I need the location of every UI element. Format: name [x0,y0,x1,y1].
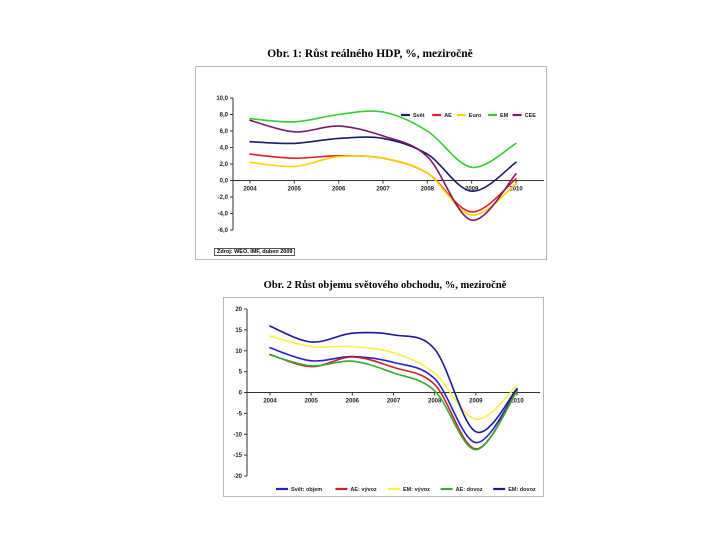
series-line-em-v-voz [269,335,518,421]
chart1-plot: 10,0 8,0 6,0 4,0 2,0 0,0 -2,0 -4,0 -6,0 2004 2005 2… [216,96,544,234]
y-tick-label: 5 [239,370,243,376]
legend-label: Svět [413,113,425,119]
y-tick-label: 0,0 [220,179,229,185]
y-tick-label: 15 [235,328,242,334]
legend-label: AE: dovoz [456,487,483,493]
series-line-em-dovoz [269,325,518,434]
y-tick-label: 10 [235,349,242,355]
x-tick-label: 2006 [346,399,360,405]
legend-label: Euro [469,113,482,119]
x-tick-label: 2004 [263,399,277,405]
x-tick-label: 2009 [465,187,479,193]
legend-label: Svět: objem [291,487,322,493]
series-line-sv-t [249,136,517,193]
y-tick-label: -2,0 [218,195,229,201]
y-tick-label: -6,0 [218,228,229,234]
chart2-plot: 20 15 10 5 0 -5 -10 -15 -20 2004 2005 2006 2007 2008 2… [233,307,540,493]
y-tick-label: -5 [237,411,243,417]
series-line-ae-dovoz [269,354,518,451]
y-tick-label: 10,0 [216,96,228,102]
y-tick-label: 20 [235,307,242,313]
x-tick-label: 2009 [469,399,483,405]
x-tick-label: 2008 [428,399,442,405]
y-tick-label: -4,0 [218,212,229,218]
x-tick-label: 2008 [421,187,435,193]
y-tick-label: 0 [239,391,243,397]
y-tick-label: -10 [233,432,242,438]
legend-label: AE: vývoz [350,487,377,493]
x-tick-label: 2010 [509,187,523,193]
chart2-title: Obr. 2 Růst objemu světového obchodu, %,… [263,280,507,291]
x-tick-label: 2007 [387,399,401,405]
x-tick-label: 2007 [376,187,390,193]
legend-label: EM: vývoz [403,487,430,493]
series-line-euro [249,154,517,216]
x-tick-label: 2004 [243,187,257,193]
legend-label: CEE [525,113,537,119]
x-tick-label: 2005 [288,187,302,193]
series-line-cee [249,119,517,221]
chart1-source: Zdroj: WEO, IMF, duben 2009 [214,248,296,256]
x-tick-label: 2005 [304,399,318,405]
legend-label: EM: dovoz [508,487,536,493]
y-tick-label: 8,0 [220,113,229,119]
chart2-panel: 20 15 10 5 0 -5 -10 -15 -20 2004 2005 2006 2007 2008 2… [223,297,544,497]
y-tick-label: -20 [233,474,242,480]
chart1-panel: 10,0 8,0 6,0 4,0 2,0 0,0 -2,0 -4,0 -6,0 2004 2005 2… [195,66,547,260]
y-tick-label: 2,0 [220,162,229,168]
y-tick-label: -15 [233,453,242,459]
series-line-em [249,110,517,169]
series-line-sv-t-objem [269,347,518,444]
chart1-title: Obr. 1: Růst reálného HDP, %, meziročně [267,48,473,60]
y-tick-label: 4,0 [220,146,229,152]
x-tick-label: 2010 [510,399,524,405]
x-tick-label: 2006 [332,187,346,193]
y-tick-label: 6,0 [220,129,229,135]
legend-label: AE [444,113,452,119]
legend-label: EM [500,113,509,119]
